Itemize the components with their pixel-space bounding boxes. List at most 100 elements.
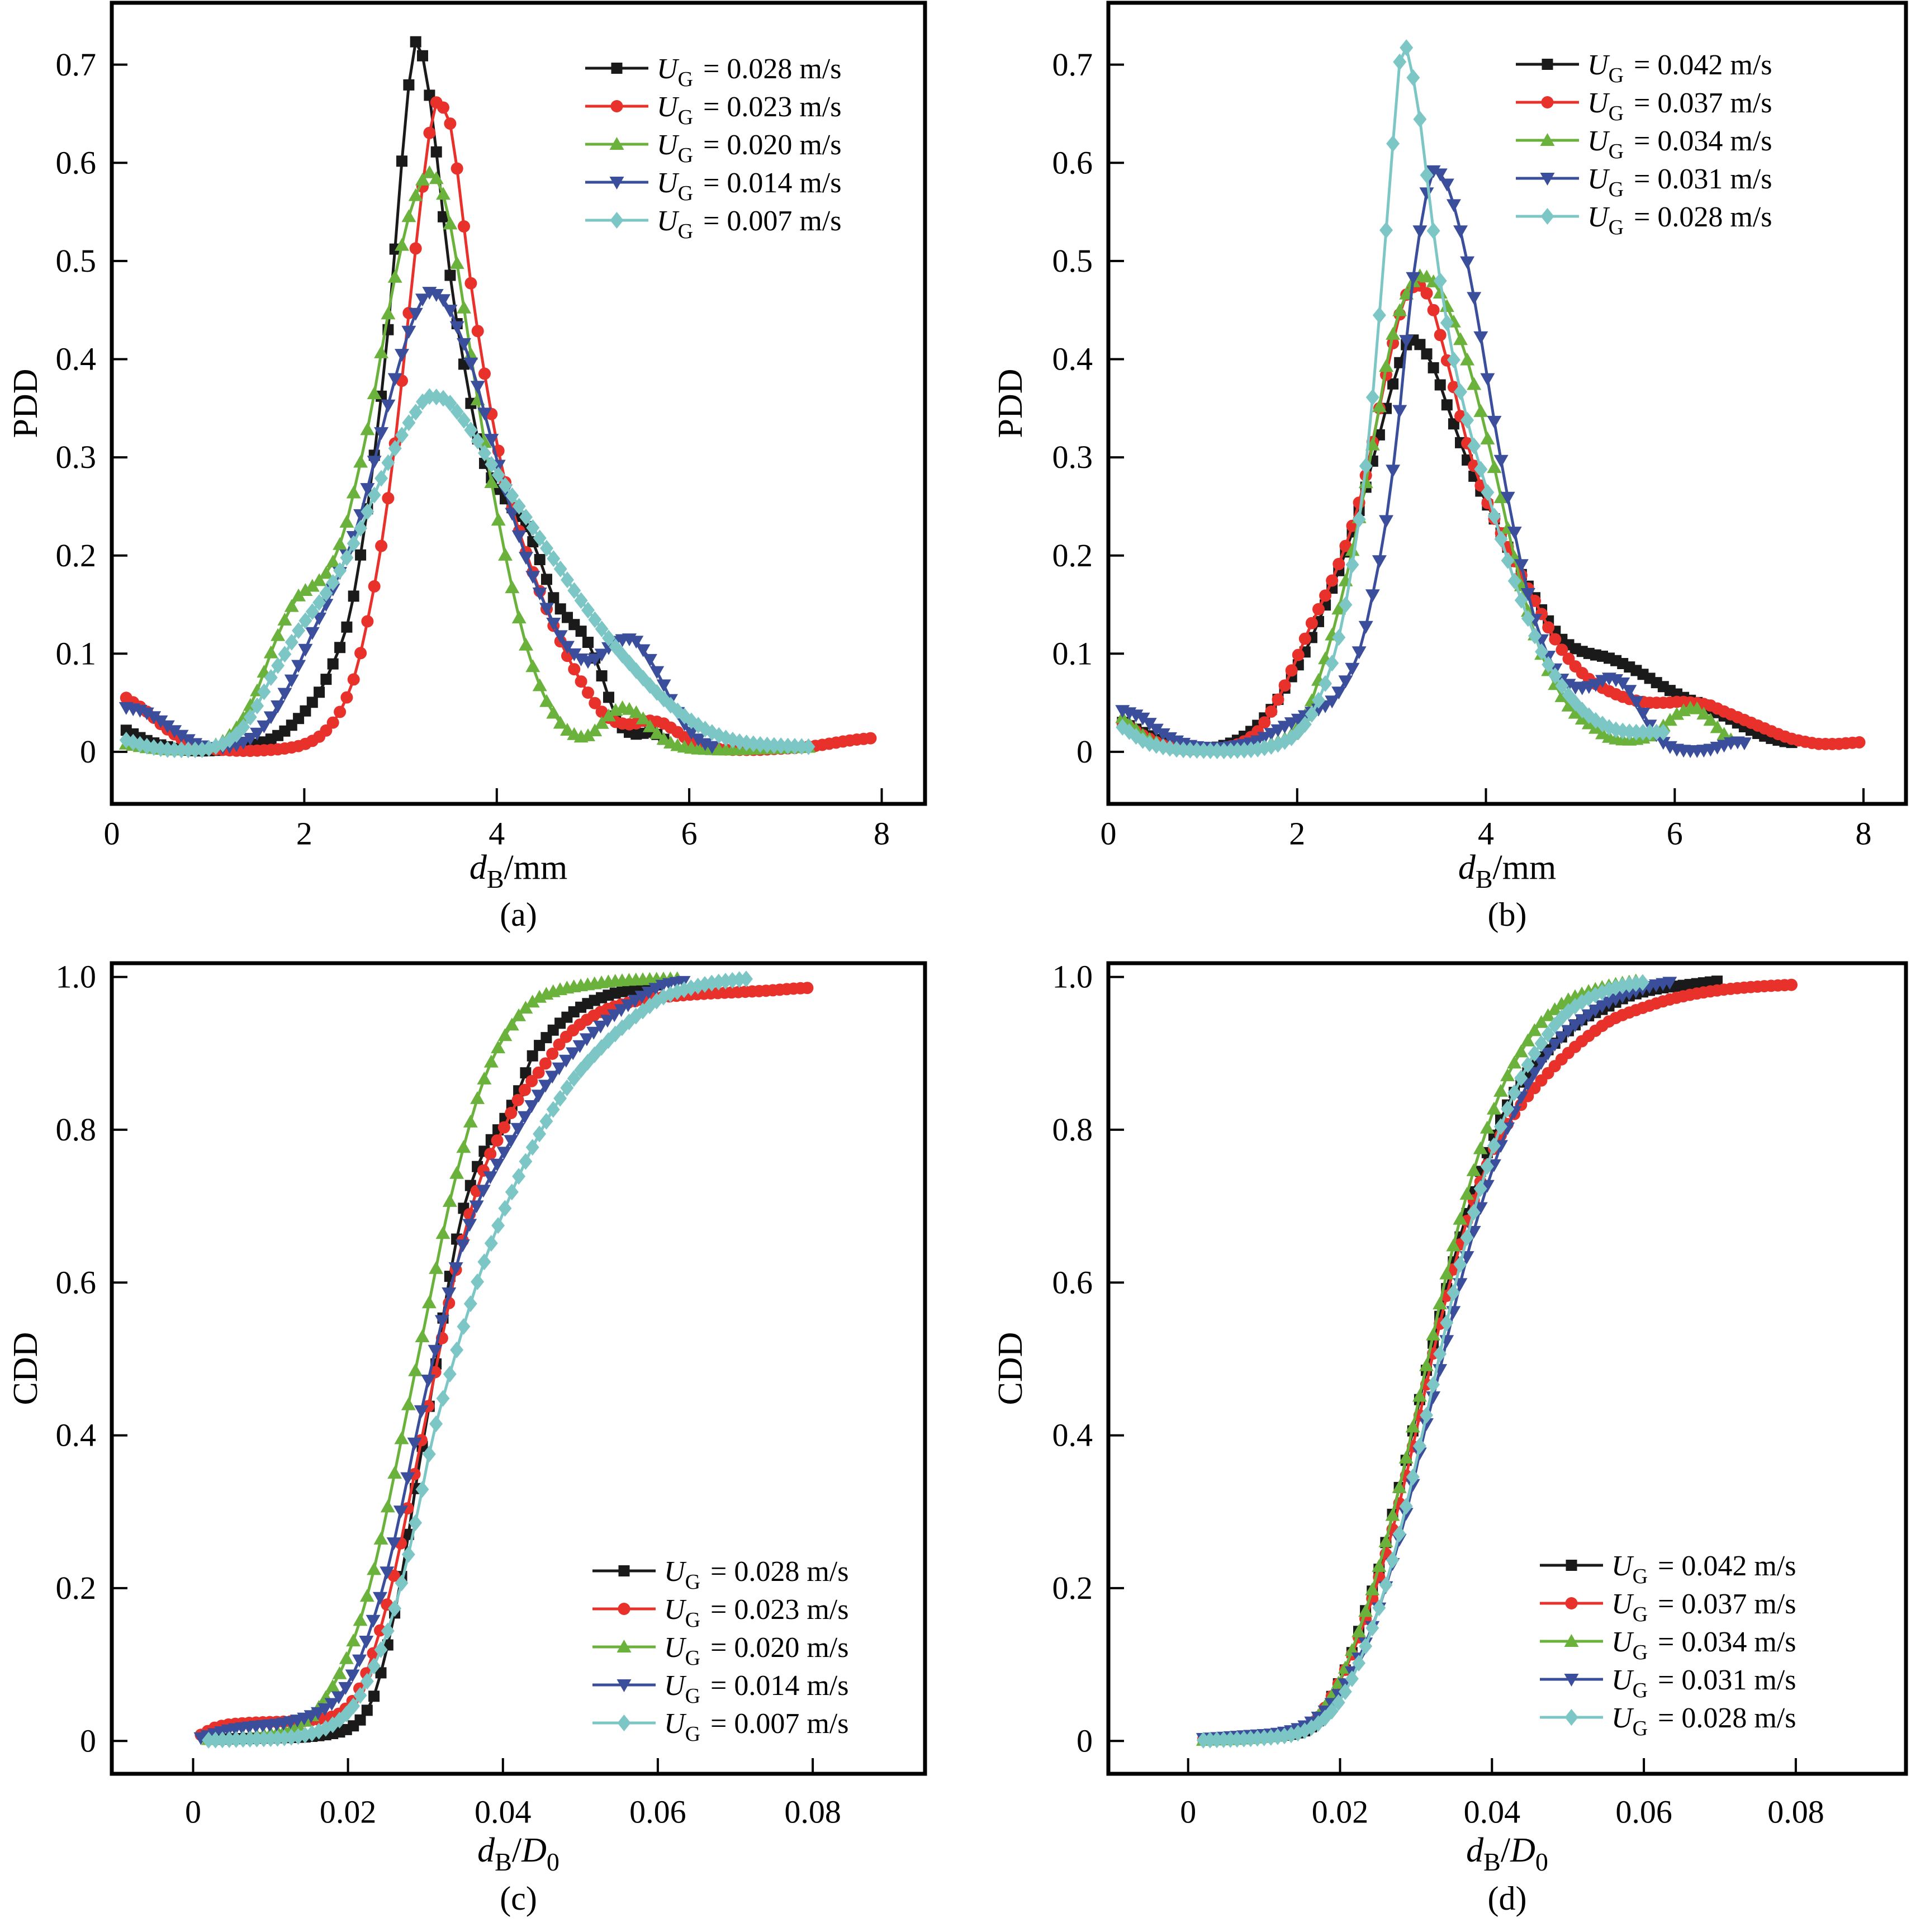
panel-d-y-tick-label: 1.0 [1052,959,1093,995]
panel-d-series-0 [1197,976,1723,1745]
label-part: D [1510,1831,1535,1869]
legend-symbol: U [657,53,680,85]
panel-a-legend-label: UG = 0.007 m/s [657,205,841,243]
legend-value: = 0.020 m/s [710,1632,848,1664]
legend-value: = 0.014 m/s [710,1670,848,1702]
legend-value: = 0.023 m/s [703,91,841,123]
panel-b-legend-label: UG = 0.042 m/s [1587,49,1772,87]
panel-b-legend-label: UG = 0.037 m/s [1587,87,1772,125]
panel-c-series-1 [195,982,814,1741]
panel-c-legend-item-2: UG = 0.020 m/s [592,1632,848,1670]
legend-symbol-subscript: G [685,1608,700,1632]
panel-a-x-tick-label: 2 [296,815,312,851]
label-part: B [487,865,504,893]
panel-d-y-tick-label: 0.4 [1052,1417,1093,1453]
panel-d-legend-item-2: UG = 0.034 m/s [1540,1626,1796,1664]
panel-a-legend-item-4: UG = 0.007 m/s [585,205,841,243]
legend-marker-diamond-icon [1540,208,1554,225]
panel-c-series-3-markers-triangle-down-icon [193,976,691,1745]
panel-c-y-tick-label: 0.4 [56,1417,97,1453]
legend-marker-circle-icon [1565,1597,1578,1610]
panel-c-legend-label: UG = 0.007 m/s [664,1708,848,1746]
panel-a-x-axis-label: dB/mm [470,849,567,893]
panel-a-series-3-markers-triangle-down-icon [118,287,719,755]
legend-marker-triangle-up-icon [617,1640,632,1652]
legend-symbol-subscript: G [1633,1717,1648,1740]
panel-c-y-tick-label: 0 [80,1722,96,1759]
panel-b-x-tick-label: 8 [1856,815,1872,851]
panel-c-legend-item-0: UG = 0.028 m/s [592,1556,848,1594]
legend-value: = 0.007 m/s [703,205,841,237]
panel-c-x-tick-label: 0.06 [629,1793,686,1830]
legend-symbol-subscript: G [1609,140,1624,163]
legend-symbol-subscript: G [685,1684,700,1708]
legend-marker-diamond-icon [610,212,624,229]
panel-a: 0 2 4 6 800.10.20.30.40.50.60.7PDDdB/mm(a)UG… [7,1,927,933]
panel-d-series-4-line [1203,981,1643,1742]
panel-b-y-tick-label: 0.2 [1052,537,1093,574]
panel-a-series-2 [118,165,816,756]
panel-b: 0 2 4 6 800.10.20.30.40.50.60.7PDDdB/mm(b)UG… [992,1,1908,933]
panel-a-legend-item-1: UG = 0.023 m/s [585,91,841,129]
panel-d-y-tick-label: 0.8 [1052,1111,1093,1148]
legend-value: = 0.020 m/s [703,129,841,161]
panel-b-x-tick-label: 2 [1289,815,1305,851]
legend-symbol: U [1611,1588,1634,1620]
panel-b-x-tick-label: 6 [1667,815,1683,851]
panel-c-legend-item-4: UG = 0.007 m/s [592,1708,848,1746]
legend-symbol: U [664,1670,687,1702]
legend-value: = 0.042 m/s [1634,49,1772,81]
panel-b-y-tick-label: 0.4 [1052,341,1093,377]
legend-symbol: U [1587,125,1610,157]
legend-symbol: U [664,1708,687,1740]
panel-a-series-2-markers-triangle-up-icon [118,165,816,756]
label-part: B [1483,1848,1501,1876]
legend-symbol-subscript: G [678,68,693,91]
legend-symbol-subscript: G [1633,1603,1648,1626]
panel-b-y-tick-label: 0.1 [1052,635,1093,671]
legend-value: = 0.031 m/s [1634,163,1772,195]
panel-c-ticks [112,976,814,1774]
legend-marker-diamond-icon [617,1715,631,1731]
panel-a-axes-box [110,1,927,806]
legend-marker-diamond-icon [1564,1709,1578,1726]
panel-d-legend-item-1: UG = 0.037 m/s [1540,1588,1796,1626]
panel-d-x-tick-label: 0.06 [1615,1793,1672,1830]
legend-symbol-subscript: G [678,220,693,243]
legend-marker-triangle-up-icon [1540,133,1555,146]
panel-a-legend-label: UG = 0.014 m/s [657,167,841,205]
legend-symbol-subscript: G [1609,102,1624,125]
panel-d-series-3-markers-triangle-down-icon [1196,977,1677,1746]
label-part: 0 [1535,1848,1548,1876]
legend-marker-square-icon [1566,1560,1577,1571]
panel-d-y-tick-label: 0.6 [1052,1264,1093,1300]
panel-d-letter: (d) [1488,1880,1527,1917]
legend-value: = 0.037 m/s [1634,87,1772,119]
panel-d: 0 0.02 0.04 0.06 0.08 0 0.2 0.4 0.6 0.8 1.0 CDD dB/D… [992,959,1908,1917]
panel-b-legend-item-1: UG = 0.037 m/s [1516,87,1772,125]
panel-a-y-tick-label: 0.6 [56,144,97,181]
panel-d-legend-label: UG = 0.042 m/s [1611,1550,1796,1588]
panel-d-y-axis-label: CDD [992,1332,1030,1405]
panel-b-legend-item-4: UG = 0.028 m/s [1516,201,1772,239]
panel-b-series-3 [1115,165,1752,759]
legend-marker-triangle-down-icon [609,177,624,190]
legend-symbol: U [1587,49,1610,81]
panel-c-legend-label: UG = 0.020 m/s [664,1632,848,1670]
panel-c-y-axis-label: CDD [7,1332,45,1405]
panel-d-legend-item-0: UG = 0.042 m/s [1540,1550,1796,1588]
panel-d-legend-label: UG = 0.037 m/s [1611,1588,1796,1626]
legend-marker-triangle-up-icon [609,137,624,150]
panel-b-legend-label: UG = 0.028 m/s [1587,201,1772,239]
label-part: d [477,1831,495,1869]
legend-symbol-subscript: G [678,182,693,205]
panel-b-legend-item-3: UG = 0.031 m/s [1516,163,1772,201]
panel-a-y-tick-label: 0.5 [56,243,97,279]
legend-value: = 0.034 m/s [1634,125,1772,157]
panel-c-series-3 [193,976,691,1745]
panel-a-letter: (a) [500,896,537,933]
panel-a-series-4 [119,388,815,759]
panel-b-y-tick-label: 0.6 [1052,144,1093,181]
panel-a-legend-item-0: UG = 0.028 m/s [585,53,841,91]
panel-c-series-4 [202,970,753,1749]
